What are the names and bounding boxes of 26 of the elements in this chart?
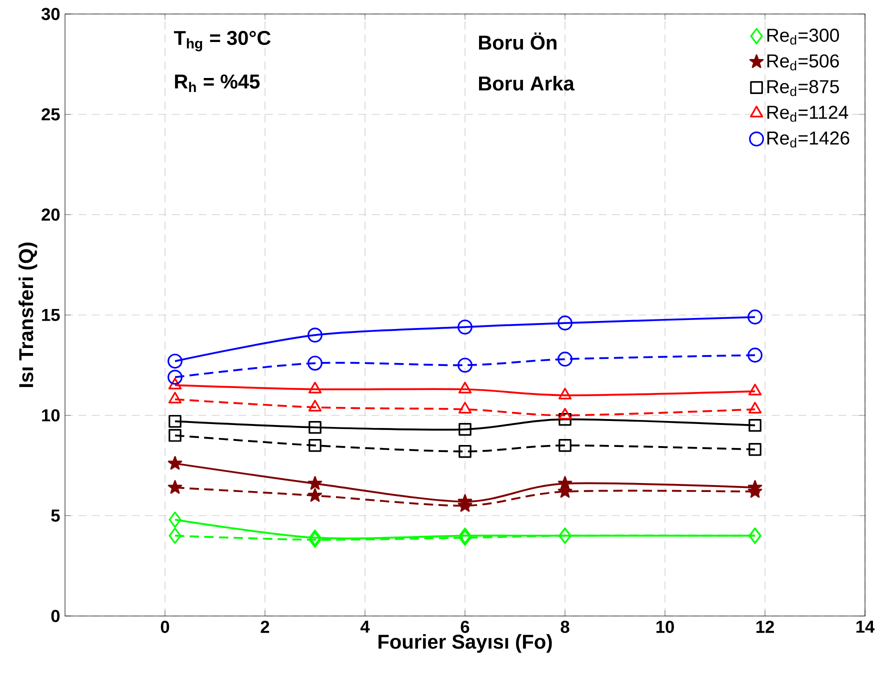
y-tick-label: 15 [42,308,60,322]
annotation: R$_{h}$ = %45 [175,74,260,92]
legend-label: Re$_{d}$=1426 [767,131,850,148]
x-tick-label: 8 [560,620,570,633]
y-axis-title: Isı Transferi (Q) [18,242,38,388]
annotation: Boru Ön [479,32,556,50]
x-tick-label: 2 [260,620,270,633]
x-tick-label: 0 [160,620,170,633]
legend-label: Re$_{d}$=1124 [767,106,848,122]
annotation: T$_{hg}$ = 30°C [174,30,271,52]
y-tick-label: 30 [41,8,60,20]
y-tick-label: 20 [42,208,60,221]
y-tick-label: 10 [42,409,60,422]
legend-label: Re$_{d}$=506 [767,54,839,70]
x-axis-title: Fourier Sayısı (Fo) [378,634,552,653]
y-tick-label: 25 [42,108,60,120]
legend-label: Re$_{d}$=300 [767,28,839,45]
x-tick-label: 14 [856,620,875,633]
x-tick-label: 4 [360,620,370,633]
x-tick-label: 6 [460,620,470,633]
x-tick-label: 12 [756,620,774,633]
y-tick-label: 0 [51,610,60,622]
y-tick-label: 5 [51,510,60,522]
legend-label: Re$_{d}$=875 [767,80,839,96]
annotation: Boru Arka [479,76,575,91]
x-tick-label: 10 [656,620,674,633]
